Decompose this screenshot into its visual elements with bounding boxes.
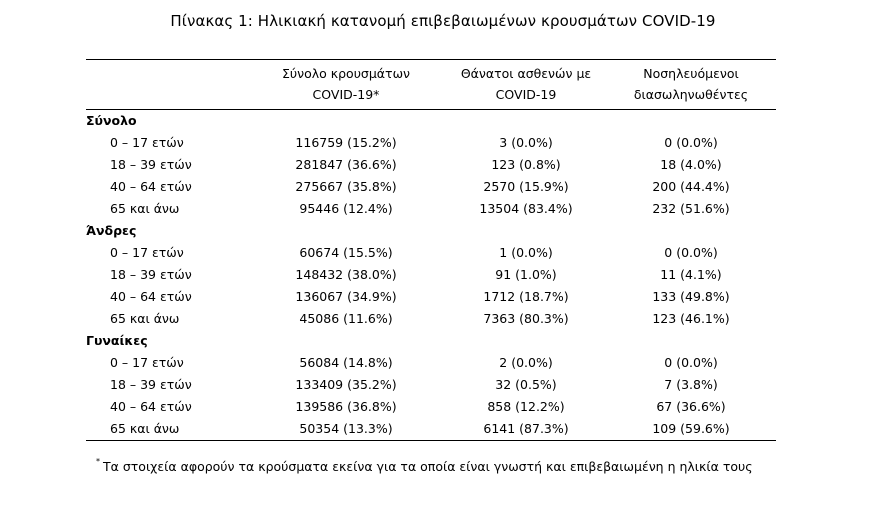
age-label: 0 – 17 ετών: [110, 245, 184, 260]
deaths-cell: 858 (12.2%): [487, 399, 565, 414]
hospitalized-cell: 0 (0.0%): [664, 135, 718, 150]
table-row: 18 – 39 ετών 133409 (35.2%) 32 (0.5%) 7 …: [86, 374, 776, 396]
total-cases-cell: 148432 (38.0%): [295, 267, 397, 282]
table-row: 40 – 64 ετών 136067 (34.9%) 1712 (18.7%)…: [86, 286, 776, 308]
group-row-women: Γυναίκες: [86, 330, 776, 352]
table-row: 0 – 17 ετών 56084 (14.8%) 2 (0.0%) 0 (0.…: [86, 352, 776, 374]
hospitalized-cell: 18 (4.0%): [660, 157, 722, 172]
age-label: 18 – 39 ετών: [110, 377, 192, 392]
header-hospitalized-line-2: διασωληνωθέντες: [633, 87, 749, 102]
total-cases-cell: 60674 (15.5%): [299, 245, 393, 260]
table-row: 18 – 39 ετών 281847 (36.6%) 123 (0.8%) 1…: [86, 154, 776, 176]
table-row: 40 – 64 ετών 139586 (36.8%) 858 (12.2%) …: [86, 396, 776, 418]
header-hospitalized: Νοσηλευόμενοι διασωληνωθέντες: [606, 59, 776, 110]
age-distribution-table: Σύνολο κρουσμάτων COVID-19* Θάνατοι ασθε…: [86, 59, 776, 441]
table-row: 0 – 17 ετών 116759 (15.2%) 3 (0.0%) 0 (0…: [86, 132, 776, 154]
hospitalized-cell: 232 (51.6%): [652, 201, 730, 216]
footnote: * Τα στοιχεία αφορούν τα κρούσματα εκείνα…: [96, 457, 753, 474]
table-row: 65 και άνω 45086 (11.6%) 7363 (80.3%) 12…: [86, 308, 776, 330]
hospitalized-cell: 7 (3.8%): [664, 377, 718, 392]
table-row: 65 και άνω 95446 (12.4%) 13504 (83.4%) 2…: [86, 198, 776, 220]
deaths-cell: 2570 (15.9%): [483, 179, 569, 194]
header-total-cases: Σύνολο κρουσμάτων COVID-19*: [246, 59, 446, 110]
group-label: Γυναίκες: [86, 333, 148, 348]
hospitalized-cell: 200 (44.4%): [652, 179, 730, 194]
deaths-cell: 1 (0.0%): [499, 245, 553, 260]
age-label: 65 και άνω: [86, 418, 246, 441]
deaths-cell: 1712 (18.7%): [483, 289, 569, 304]
header-total-line-2: COVID-19*: [312, 87, 380, 102]
total-cases-cell: 139586 (36.8%): [295, 399, 397, 414]
age-label: 40 – 64 ετών: [110, 399, 192, 414]
age-label: 0 – 17 ετών: [110, 135, 184, 150]
table-header-row: Σύνολο κρουσμάτων COVID-19* Θάνατοι ασθε…: [86, 59, 776, 110]
hospitalized-cell: 0 (0.0%): [664, 245, 718, 260]
group-label: Σύνολο: [86, 113, 137, 128]
header-deaths-line-2: COVID-19: [495, 87, 557, 102]
deaths-cell: 32 (0.5%): [495, 377, 557, 392]
deaths-cell: 7363 (80.3%): [483, 311, 569, 326]
header-hospitalized-line-1: Νοσηλευόμενοι: [643, 66, 739, 81]
header-empty-cell: [86, 59, 246, 110]
total-cases-cell: 116759 (15.2%): [295, 135, 397, 150]
hospitalized-cell: 67 (36.6%): [656, 399, 726, 414]
table-row: 18 – 39 ετών 148432 (38.0%) 91 (1.0%) 11…: [86, 264, 776, 286]
total-cases-cell: 56084 (14.8%): [299, 355, 393, 370]
table-title: Πίνακας 1: Ηλικιακή κατανομή επιβεβαιωμέ…: [170, 12, 716, 30]
total-cases-cell: 275667 (35.8%): [295, 179, 397, 194]
age-label: 0 – 17 ετών: [110, 355, 184, 370]
table-row: 65 και άνω 50354 (13.3%) 6141 (87.3%) 10…: [86, 418, 776, 441]
age-label: 18 – 39 ετών: [110, 157, 192, 172]
hospitalized-cell: 123 (46.1%): [652, 311, 730, 326]
group-label: Άνδρες: [86, 223, 137, 238]
header-deaths: Θάνατοι ασθενών με COVID-19: [446, 59, 606, 110]
table-row: 0 – 17 ετών 60674 (15.5%) 1 (0.0%) 0 (0.…: [86, 242, 776, 264]
age-label: 18 – 39 ετών: [110, 267, 192, 282]
deaths-cell: 6141 (87.3%): [446, 418, 606, 441]
table-row: 40 – 64 ετών 275667 (35.8%) 2570 (15.9%)…: [86, 176, 776, 198]
total-cases-cell: 45086 (11.6%): [299, 311, 393, 326]
deaths-cell: 2 (0.0%): [499, 355, 553, 370]
deaths-cell: 13504 (83.4%): [479, 201, 573, 216]
total-cases-cell: 95446 (12.4%): [299, 201, 393, 216]
header-deaths-line-1: Θάνατοι ασθενών με: [460, 66, 592, 81]
deaths-cell: 123 (0.8%): [491, 157, 561, 172]
age-label: 65 και άνω: [110, 201, 180, 216]
hospitalized-cell: 0 (0.0%): [664, 355, 718, 370]
total-cases-cell: 50354 (13.3%): [246, 418, 446, 441]
group-row-men: Άνδρες: [86, 220, 776, 242]
deaths-cell: 3 (0.0%): [499, 135, 553, 150]
hospitalized-cell: 133 (49.8%): [652, 289, 730, 304]
age-label: 40 – 64 ετών: [110, 289, 192, 304]
hospitalized-cell: 11 (4.1%): [660, 267, 722, 282]
total-cases-cell: 136067 (34.9%): [295, 289, 397, 304]
hospitalized-cell: 109 (59.6%): [606, 418, 776, 441]
total-cases-cell: 281847 (36.6%): [295, 157, 397, 172]
footnote-marker: *: [96, 457, 100, 466]
age-label: 65 και άνω: [110, 311, 180, 326]
age-label: 40 – 64 ετών: [110, 179, 192, 194]
header-total-line-1: Σύνολο κρουσμάτων: [281, 66, 411, 81]
total-cases-cell: 133409 (35.2%): [295, 377, 397, 392]
group-row-total: Σύνολο: [86, 110, 776, 133]
deaths-cell: 91 (1.0%): [495, 267, 557, 282]
footnote-text: Τα στοιχεία αφορούν τα κρούσματα εκείνα …: [103, 459, 753, 474]
